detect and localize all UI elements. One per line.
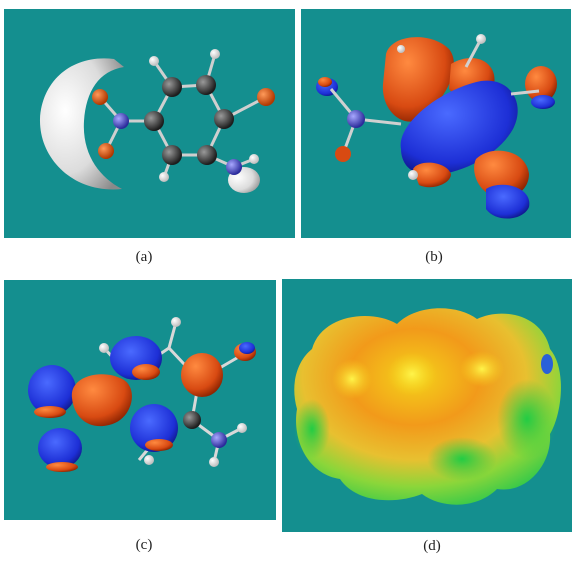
isosurface-crescent bbox=[39, 58, 124, 190]
panel-b-render bbox=[316, 34, 557, 219]
lobe-red-center bbox=[71, 374, 132, 427]
lobe-blue-bottom bbox=[486, 184, 530, 219]
panel-d bbox=[282, 279, 572, 532]
panel-c-render bbox=[28, 317, 256, 472]
lobe-red-top bbox=[132, 364, 160, 380]
lobe-blue-bottom-left bbox=[38, 428, 82, 468]
lobe-blue-left bbox=[28, 365, 76, 415]
lobe-red-left-base bbox=[34, 406, 66, 418]
lobe-red-left bbox=[413, 162, 451, 188]
caption-c: (c) bbox=[135, 537, 153, 553]
lobe-red-bottom bbox=[474, 150, 529, 198]
panel-b bbox=[301, 9, 571, 238]
lobe-blue-main bbox=[400, 80, 518, 175]
panel-c bbox=[4, 280, 276, 520]
panel-d-render bbox=[294, 308, 561, 505]
caption-a: (a) bbox=[135, 249, 153, 265]
panel-a bbox=[4, 9, 295, 238]
lobe-red-right bbox=[181, 353, 223, 397]
caption-d: (d) bbox=[423, 538, 441, 554]
caption-b: (b) bbox=[425, 249, 443, 265]
panel-a-render bbox=[39, 49, 275, 193]
